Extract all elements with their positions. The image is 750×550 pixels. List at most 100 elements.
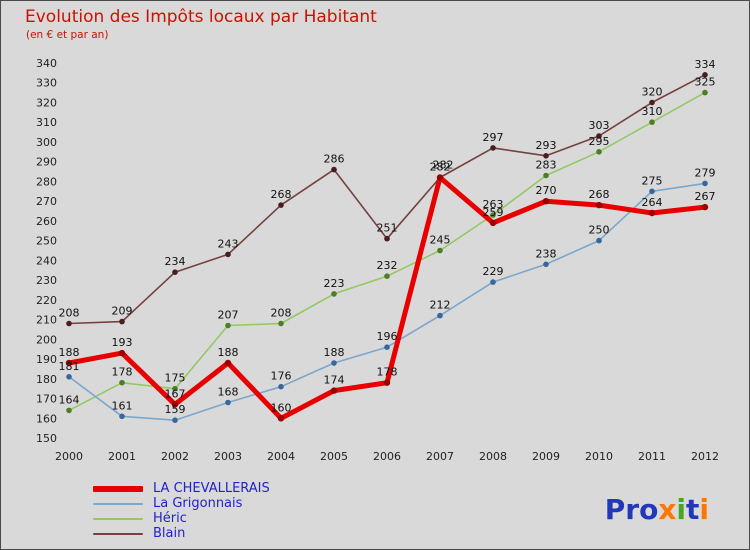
value-label: 283: [536, 159, 557, 172]
logo-letter: P: [604, 493, 626, 526]
value-label: 234: [165, 255, 186, 268]
value-label: 325: [695, 76, 716, 89]
data-point: [172, 417, 178, 424]
y-tick-label: 150: [36, 432, 57, 445]
x-tick-label: 2004: [267, 450, 295, 463]
x-tick-label: 2012: [691, 450, 719, 463]
y-tick-label: 300: [36, 136, 57, 149]
value-label: 263: [483, 198, 504, 211]
y-tick-label: 270: [36, 195, 57, 208]
value-label: 238: [536, 247, 557, 260]
legend-swatch-line: [93, 485, 143, 492]
x-tick-label: 2005: [320, 450, 348, 463]
value-label: 208: [271, 307, 292, 320]
value-label: 167: [165, 387, 186, 400]
data-point: [278, 383, 284, 390]
data-point: [118, 349, 126, 357]
data-point: [489, 219, 497, 227]
value-label: 212: [430, 299, 451, 312]
y-tick-label: 250: [36, 235, 57, 248]
data-point: [66, 374, 72, 380]
x-tick-label: 2002: [161, 450, 189, 463]
data-point: [436, 174, 444, 181]
data-point: [331, 360, 337, 366]
y-tick-label: 180: [36, 373, 57, 386]
y-tick-label: 230: [36, 274, 57, 287]
data-point: [225, 399, 231, 406]
value-label: 250: [589, 224, 610, 237]
value-label: 282: [433, 159, 454, 172]
x-tick-label: 2009: [532, 450, 560, 463]
legend-swatch: [93, 502, 143, 505]
logo-letter: i: [699, 493, 709, 526]
data-point: [65, 359, 73, 367]
y-tick-label: 190: [36, 353, 57, 366]
data-point: [66, 407, 72, 414]
legend-swatch-line: [93, 502, 143, 505]
value-label: 181: [59, 360, 80, 373]
legend-item: LA CHEVALLERAIS: [93, 482, 270, 495]
chart-subtitle: (en € et par an): [26, 29, 109, 41]
data-point: [437, 247, 443, 254]
data-point: [543, 261, 549, 268]
value-label: 267: [695, 190, 716, 203]
x-tick-label: 2011: [638, 450, 666, 463]
value-label: 282: [430, 161, 451, 174]
value-label: 207: [218, 309, 239, 322]
logo-letter: r: [625, 493, 640, 526]
data-point: [543, 153, 549, 159]
value-label: 334: [695, 58, 716, 71]
x-tick-label: 2007: [426, 450, 454, 463]
series-line-Héric: [68, 91, 706, 412]
data-point: [490, 145, 496, 151]
data-point: [331, 166, 337, 173]
data-point: [278, 320, 284, 327]
data-point: [171, 401, 179, 408]
legend-item: La Grigonnais: [93, 497, 270, 510]
value-label: 175: [165, 372, 186, 385]
data-point: [225, 251, 231, 258]
data-point: [331, 291, 337, 297]
value-label: 259: [483, 206, 504, 219]
value-label: 164: [59, 393, 80, 406]
value-label: 264: [642, 196, 663, 209]
value-label: 232: [377, 259, 398, 272]
proxiti-logo: Proxiti: [605, 493, 709, 526]
value-label: 223: [324, 277, 345, 290]
data-point: [119, 318, 125, 325]
x-tick-label: 2006: [373, 450, 401, 463]
data-point: [702, 89, 708, 96]
series-line-Blain: [68, 74, 706, 325]
value-label: 275: [642, 174, 663, 187]
data-point: [596, 149, 602, 155]
value-label: 168: [218, 386, 239, 399]
value-label: 310: [642, 105, 663, 118]
value-label: 243: [218, 237, 239, 250]
value-label: 245: [430, 234, 451, 247]
y-tick-label: 240: [36, 254, 57, 267]
data-point: [225, 322, 231, 329]
value-label: 268: [589, 188, 610, 201]
data-point: [543, 172, 549, 179]
legend-swatch-line: [93, 532, 143, 535]
value-label: 196: [377, 330, 398, 343]
value-label: 178: [377, 366, 398, 379]
x-tick-label: 2003: [214, 450, 242, 463]
data-point: [383, 379, 391, 386]
data-point: [702, 180, 708, 187]
data-point: [330, 387, 338, 394]
data-point: [119, 379, 125, 386]
value-label: 286: [324, 153, 345, 166]
value-label: 174: [324, 374, 345, 387]
value-label: 293: [536, 139, 557, 152]
value-label: 320: [642, 86, 663, 99]
value-label: 268: [271, 188, 292, 201]
value-label: 208: [59, 307, 80, 320]
value-label: 161: [112, 399, 133, 412]
value-label: 297: [483, 131, 504, 144]
legend-swatch-line: [93, 517, 143, 520]
y-tick-label: 330: [36, 77, 57, 90]
y-tick-label: 340: [36, 57, 57, 70]
legend-label: Héric: [153, 511, 187, 526]
